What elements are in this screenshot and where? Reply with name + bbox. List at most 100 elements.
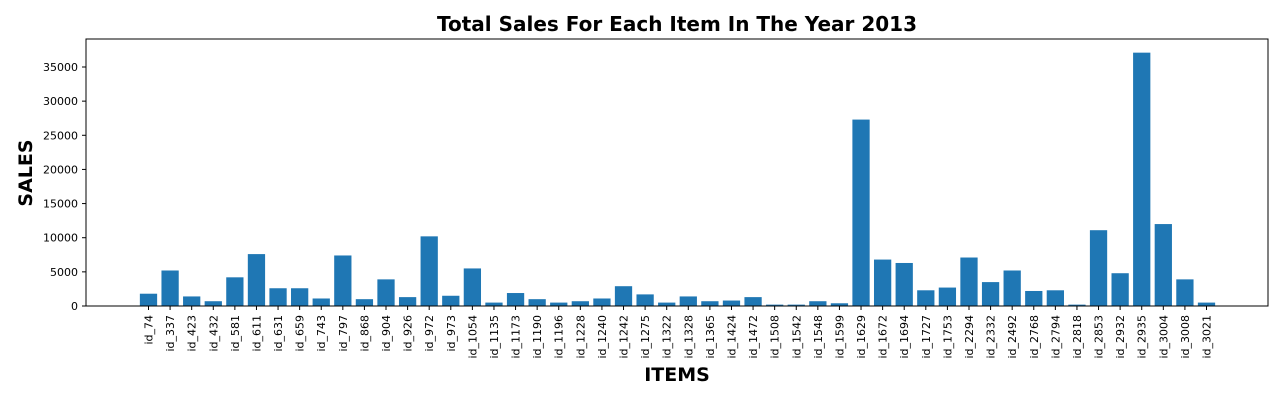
bar-id-2768 bbox=[1025, 290, 1043, 306]
x-tick-label: id_1672 bbox=[877, 315, 890, 359]
x-tick-label: id_1542 bbox=[790, 315, 803, 359]
x-tick-label: id_1365 bbox=[704, 315, 717, 359]
bar-id-3021 bbox=[1197, 302, 1216, 306]
x-tick-label: id_2853 bbox=[1093, 315, 1106, 359]
x-tick-label: id_74 bbox=[143, 315, 156, 345]
x-tick-label: id_868 bbox=[358, 315, 371, 352]
x-tick-label: id_3008 bbox=[1179, 315, 1192, 359]
bar-id-743 bbox=[312, 298, 330, 306]
x-tick-label: id_926 bbox=[402, 315, 415, 352]
bar-id-432 bbox=[204, 301, 222, 306]
plot-area bbox=[139, 52, 1216, 306]
x-tick-label: id_631 bbox=[272, 315, 285, 352]
bar-id-1727 bbox=[917, 290, 935, 306]
x-tick-label: id_337 bbox=[164, 315, 177, 352]
bar-id-904 bbox=[377, 279, 395, 306]
x-tick-label: id_1548 bbox=[812, 315, 825, 359]
bar-id-1629 bbox=[852, 119, 870, 306]
bar-id-1190 bbox=[528, 299, 546, 306]
x-tick-label: id_1173 bbox=[510, 315, 523, 359]
bar-id-1173 bbox=[506, 293, 525, 306]
x-tick-label: id_2932 bbox=[1114, 315, 1127, 359]
bar-id-611 bbox=[247, 254, 266, 306]
bar-id-3008 bbox=[1176, 279, 1194, 306]
bar-id-1328 bbox=[679, 296, 697, 306]
bar-id-2935 bbox=[1133, 52, 1151, 306]
y-axis: 0 5000 10000 15000 20000 25000 30000 35000 bbox=[43, 61, 86, 313]
y-tick-label: 0 bbox=[71, 300, 78, 313]
bar-id-1508 bbox=[766, 304, 784, 306]
bar-id-1228 bbox=[571, 301, 589, 306]
x-tick-label: id_2935 bbox=[1136, 315, 1149, 359]
x-tick-label: id_1275 bbox=[639, 315, 652, 359]
bar-id-74 bbox=[139, 293, 158, 306]
y-tick-label: 35000 bbox=[43, 61, 78, 74]
bar-id-2294 bbox=[960, 257, 978, 306]
bar-id-1135 bbox=[485, 302, 503, 306]
x-tick-label: id_1424 bbox=[725, 315, 738, 359]
x-tick-label: id_1190 bbox=[531, 315, 544, 359]
bar-id-337 bbox=[161, 270, 179, 306]
bar-id-2332 bbox=[981, 282, 1000, 306]
x-tick-label: id_1322 bbox=[661, 315, 674, 359]
x-tick-label: id_904 bbox=[380, 315, 393, 352]
y-tick-label: 15000 bbox=[43, 198, 78, 211]
chart-title: Total Sales For Each Item In The Year 20… bbox=[437, 12, 917, 36]
x-tick-label: id_3004 bbox=[1157, 315, 1170, 359]
bar-id-1548 bbox=[809, 301, 827, 306]
plot-frame bbox=[85, 38, 1269, 307]
bar-id-1694 bbox=[895, 262, 913, 306]
x-tick-label: id_2768 bbox=[1028, 315, 1041, 359]
x-tick-label: id_972 bbox=[423, 315, 436, 352]
bar-id-2794 bbox=[1046, 290, 1064, 306]
bar-id-972 bbox=[420, 236, 438, 306]
x-tick-label: id_2332 bbox=[985, 315, 998, 359]
x-tick-label: id_1054 bbox=[466, 315, 479, 359]
bar-id-868 bbox=[355, 299, 374, 306]
x-tick-label: id_1629 bbox=[855, 315, 868, 359]
x-axis-label: ITEMS bbox=[644, 364, 710, 386]
x-tick-label: id_2794 bbox=[1049, 315, 1062, 359]
bar-id-631 bbox=[269, 288, 287, 306]
y-tick-label: 30000 bbox=[43, 95, 78, 108]
x-tick-label: id_2492 bbox=[1006, 315, 1019, 359]
x-tick-label: id_1228 bbox=[574, 315, 587, 359]
bar-id-1196 bbox=[550, 302, 568, 306]
y-axis-label: SALES bbox=[15, 139, 37, 206]
bar-id-1240 bbox=[593, 298, 611, 306]
bar-id-659 bbox=[291, 288, 309, 306]
y-tick-label: 10000 bbox=[43, 232, 78, 245]
x-tick-label: id_432 bbox=[207, 315, 220, 352]
y-tick-label: 25000 bbox=[43, 129, 78, 142]
x-tick-label: id_797 bbox=[337, 315, 350, 352]
bar-id-1424 bbox=[722, 300, 741, 306]
x-axis: id_74 id_337 id_423 id_432 id_581 id_611 id_63… bbox=[143, 306, 1214, 359]
bar-id-423 bbox=[183, 296, 201, 306]
bar-id-1054 bbox=[463, 268, 482, 306]
bar-id-1672 bbox=[873, 259, 892, 306]
bar-id-581 bbox=[226, 277, 244, 306]
x-tick-label: id_1727 bbox=[920, 315, 933, 359]
bar-id-1599 bbox=[830, 303, 849, 306]
x-tick-label: id_1508 bbox=[769, 315, 782, 359]
bar-id-1542 bbox=[787, 304, 805, 306]
bar-id-926 bbox=[398, 297, 417, 306]
x-tick-label: id_743 bbox=[315, 315, 328, 352]
bar-id-1275 bbox=[636, 294, 654, 306]
bar-id-3004 bbox=[1154, 224, 1172, 306]
x-tick-label: id_1242 bbox=[618, 315, 631, 359]
y-tick-label: 5000 bbox=[50, 266, 78, 279]
x-tick-label: id_1196 bbox=[553, 315, 566, 359]
bar-id-1242 bbox=[614, 286, 633, 306]
bar-id-973 bbox=[442, 295, 460, 306]
bar-id-2932 bbox=[1111, 273, 1129, 306]
bar-id-1365 bbox=[701, 301, 719, 306]
x-tick-label: id_3021 bbox=[1201, 315, 1214, 359]
bar-id-1472 bbox=[744, 297, 762, 306]
x-tick-label: id_2818 bbox=[1071, 315, 1084, 359]
x-tick-label: id_1240 bbox=[596, 315, 609, 359]
x-tick-label: id_1599 bbox=[833, 315, 846, 359]
bar-id-2818 bbox=[1068, 304, 1086, 306]
x-tick-label: id_423 bbox=[186, 315, 199, 352]
